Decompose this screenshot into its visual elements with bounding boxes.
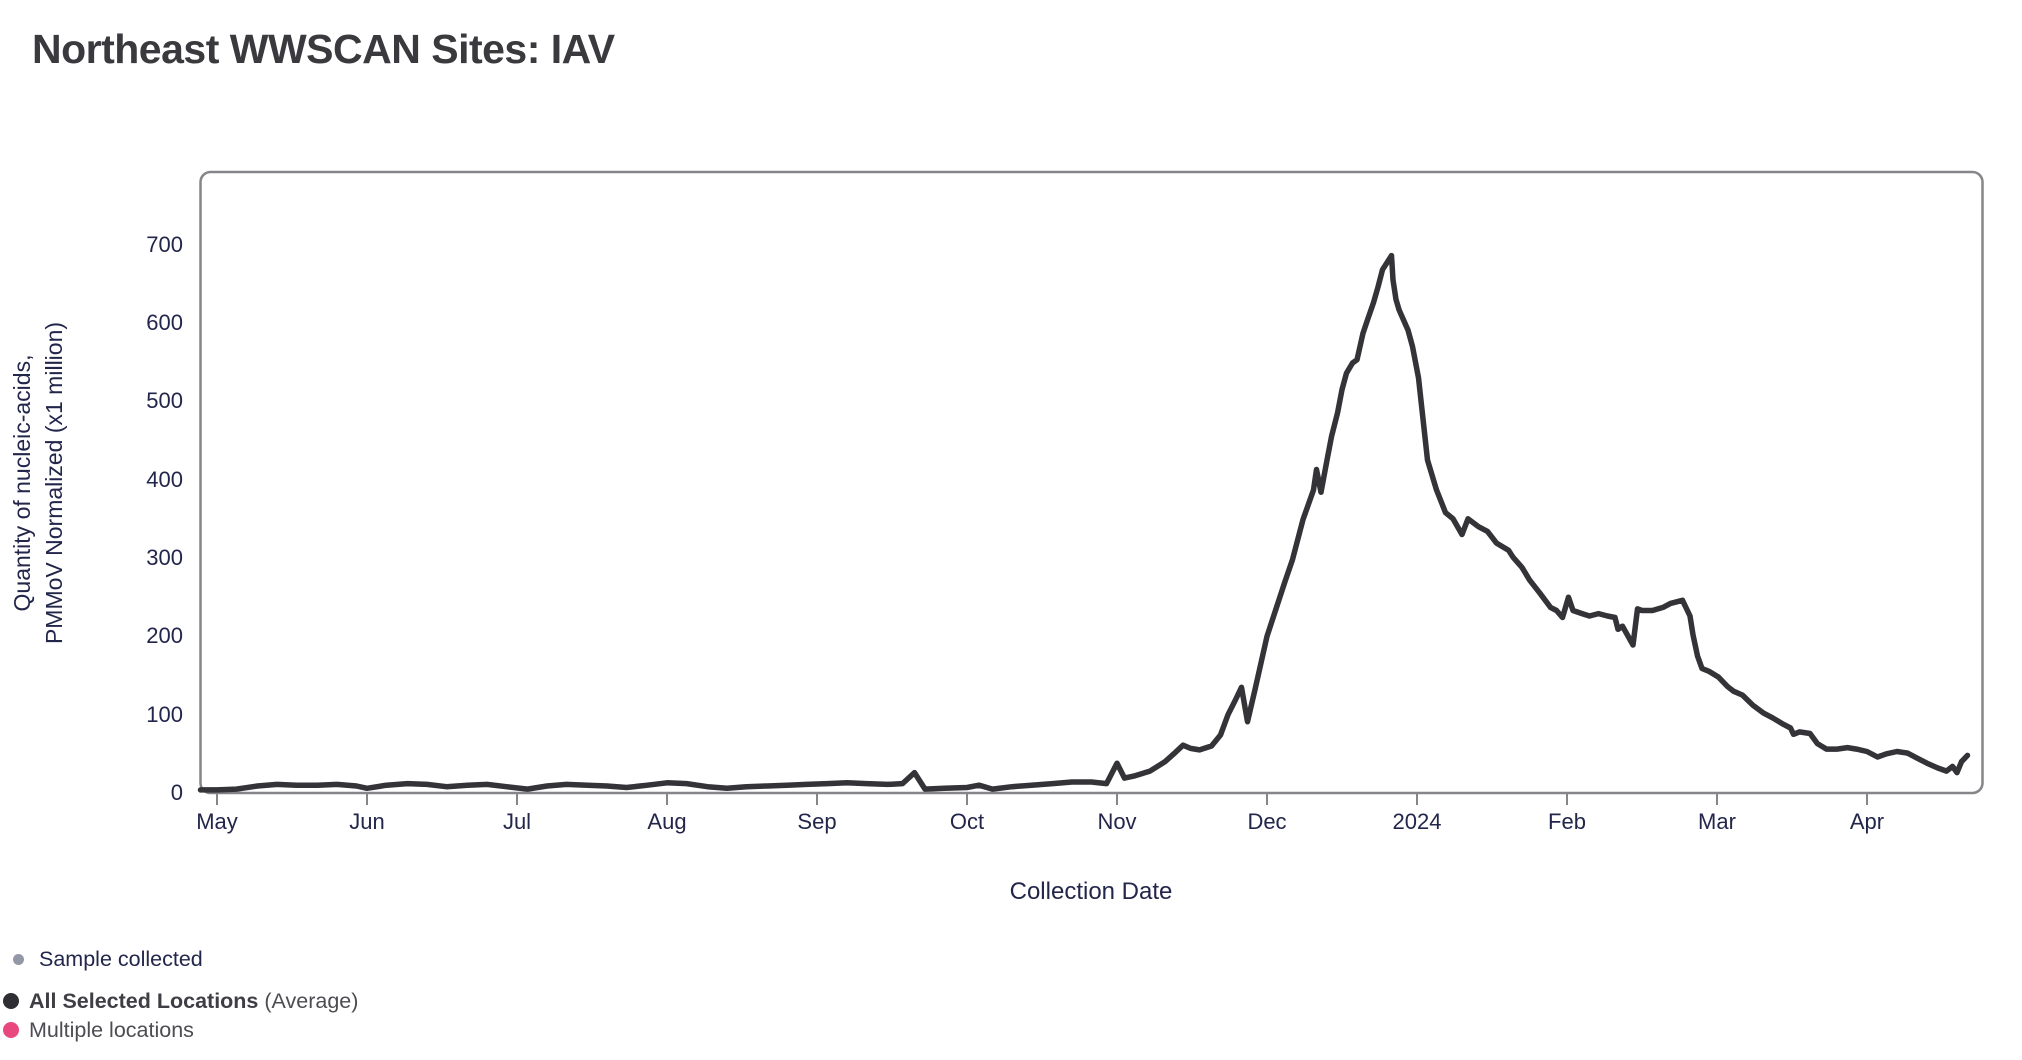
x-tick-label: Oct <box>949 809 985 834</box>
legend-item-multiple-locations[interactable]: Multiple locations <box>3 1017 194 1043</box>
plot-border <box>199 170 1984 795</box>
legend-item-label: Sample collected <box>39 946 203 971</box>
x-tick-label: Jun <box>349 809 385 834</box>
page-title: Northeast WWSCAN Sites: IAV <box>32 26 615 72</box>
multiple-locations-dot-icon <box>3 1022 19 1038</box>
x-axis-title: Collection Date <box>1009 878 1173 905</box>
y-tick-label: 100 <box>146 701 183 727</box>
legend-item-label: Multiple locations <box>29 1017 194 1042</box>
y-tick-label: 600 <box>146 310 183 335</box>
y-tick-label: 0 <box>170 780 183 805</box>
series-line <box>197 252 1971 793</box>
x-tick-label: 2024 <box>1392 809 1442 834</box>
x-tick-label: Nov <box>1097 809 1137 834</box>
x-tick-label: Dec <box>1247 809 1287 834</box>
y-tick-label: 300 <box>146 545 183 570</box>
all-selected-locations-dot-icon <box>3 993 19 1009</box>
x-tick-label: Sep <box>797 809 837 834</box>
y-tick-label: 400 <box>146 466 183 492</box>
y-tick-label: 700 <box>146 231 183 257</box>
legend-item-label: All Selected Locations (Average) <box>29 988 359 1013</box>
x-tick-label: Apr <box>1849 809 1885 834</box>
legend-item-sample-collected[interactable]: Sample collected <box>13 946 203 972</box>
y-tick-label: 500 <box>146 388 183 414</box>
x-tick-label: Jul <box>502 809 532 834</box>
legend-item-all-selected-locations[interactable]: All Selected Locations (Average) <box>3 988 358 1014</box>
x-tick-label: Aug <box>647 809 687 834</box>
x-tick-label: Mar <box>1698 809 1736 834</box>
sample-collected-dot-icon <box>13 953 24 965</box>
x-tick-label: Feb <box>1548 809 1586 834</box>
y-tick-label: 200 <box>146 623 183 649</box>
x-tick-label: May <box>196 809 238 834</box>
